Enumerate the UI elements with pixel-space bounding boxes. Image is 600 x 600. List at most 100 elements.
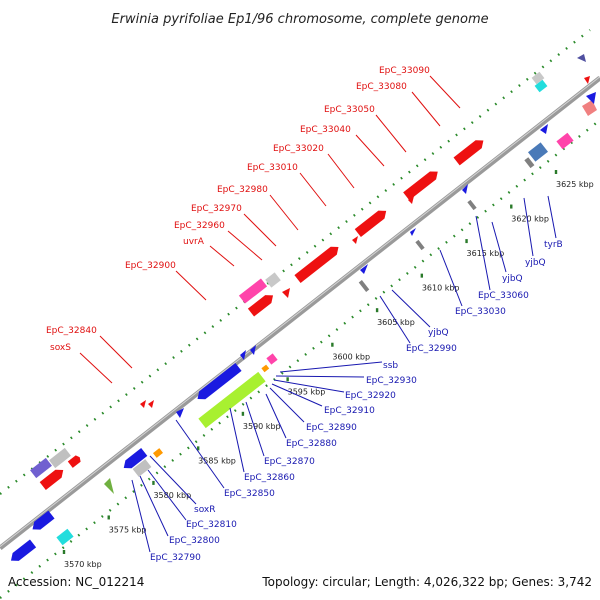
gene-trna-1 [153,448,163,458]
gene-label-rev: EpC_32860 [244,473,295,483]
gene-green-small [104,478,114,494]
leader-line-forward [429,75,461,109]
leader-line-reverse [439,249,463,307]
leader-line-reverse [523,197,534,257]
axis-tick-mark [241,411,245,416]
gene-pink-forward [238,278,268,304]
gene-label-rev: EpC_32910 [324,406,375,416]
gene-label-fwd: EpC_32960 [174,221,225,231]
gene-tiny-forward-6 [584,76,590,84]
axis-tick-mark [420,273,424,278]
axis-tick-label: 3585 kbp [198,456,236,465]
gene-label-fwd: EpC_33080 [356,82,407,92]
leader-line-reverse [271,383,323,407]
gene-label-rev: EpC_32870 [264,457,315,467]
gene-grey-forward-2 [49,447,71,469]
gene-label-rev: EpC_32920 [345,391,396,401]
axis-tick-mark [196,446,200,451]
gene-tiny-reverse-1 [410,228,416,236]
gene-label-rev: EpC_32890 [306,423,357,433]
axis-tick-mark [286,377,289,382]
gene-epc-32840 [123,448,148,469]
leader-line-reverse [269,387,305,423]
gene-tiny-reverse-4 [240,350,246,360]
axis-tick-mark [62,550,66,554]
gene-tiny-reverse-2 [360,264,368,274]
gene-uvra [294,246,339,283]
gene-features [10,54,597,561]
gene-label-fwd: EpC_33020 [273,144,324,154]
leader-line-forward [411,91,441,127]
leader-line-forward [227,230,263,261]
gene-label-rev: EpC_33030 [455,307,506,317]
axis-tick-label: 3595 kbp [288,387,326,396]
gene-label-fwd: EpC_33090 [379,66,430,76]
gene-reverse-left-1 [32,510,55,530]
gene-epc-33090 [453,140,484,166]
gene-pink-reverse [556,132,574,150]
leader-line-forward [299,172,327,207]
gene-grey-small-4 [524,157,535,169]
axis-tick-mark [331,342,334,347]
gene-label-fwd: soxS [50,343,71,353]
gene-label-rev: EpC_32930 [366,376,417,386]
gene-grey-forward [265,272,281,288]
leader-line-forward [243,213,277,247]
leader-line-reverse [245,401,265,457]
gene-rrna [198,371,266,429]
gene-label-rev: yjbQ [428,328,449,338]
label-leader-lines [79,75,557,553]
gene-pink-small [266,353,278,365]
accession-text: Accession: NC_012214 [8,575,144,589]
gene-tiny-reverse-6 [176,408,184,418]
axis-tick-mark [554,170,558,174]
gene-cyan-reverse [56,528,74,546]
gene-label-fwd: EpC_33040 [300,125,351,135]
forward-guide-line [0,29,591,495]
gene-tiny-reverse-5 [250,345,256,355]
leader-line-forward [175,270,207,301]
axis-tick-label: 3580 kbp [153,491,191,500]
map-title: Erwinia pyrifoliae Ep1/96 chromosome, co… [111,12,488,27]
gene-dark-forward [577,54,586,62]
axis-tick-mark [152,480,155,485]
backbone-highlight [0,76,600,547]
axis-tick-label: 3605 kbp [377,318,415,327]
leader-line-reverse [547,195,557,239]
gene-label-rev: yjbQ [525,258,546,268]
gene-label-fwd: EpC_32980 [217,185,268,195]
leader-line-reverse [229,407,245,473]
leader-line-reverse [491,221,507,273]
axis-tick-label: 3620 kbp [511,215,549,224]
gene-grey-top [531,71,545,85]
gene-label-rev: EpC_32990 [406,344,457,354]
gene-label-rev: EpC_32880 [286,439,337,449]
gene-label-rev: EpC_32790 [150,553,201,563]
gene-label-rev: yjbQ [502,274,523,284]
gene-epc-32900 [247,295,274,317]
chromosome-backbone [0,76,600,550]
gene-soxs [39,469,64,490]
forward-gene-labels: EpC_33090 EpC_33080 EpC_33050 EpC_33040 … [46,66,430,353]
gene-grey-small-3 [467,199,477,211]
reverse-guide-line [0,119,600,599]
leader-line-forward [375,114,407,153]
leader-line-forward [79,352,113,384]
kbp-ticks: 3570 kbp 3575 kbp 3580 kbp 3585 kbp 3590 kbp… [62,170,594,569]
axis-tick-label: 3610 kbp [422,284,460,293]
gene-grey-reverse [132,459,152,477]
leader-line-reverse [273,379,345,393]
gene-label-fwd: EpC_33050 [324,105,375,115]
gene-label-rev: EpC_33060 [478,291,529,301]
gene-label-rev: EpC_32800 [169,536,220,546]
leader-line-forward [269,194,299,231]
gene-label-fwd: EpC_32970 [191,204,242,214]
gene-tiny-reverse-7 [540,124,548,134]
leader-line-reverse [149,455,197,505]
gene-tiny-forward-2 [352,236,358,244]
gene-tiny-reverse-8 [586,92,596,104]
axis-tick-label: 3615 kbp [467,249,505,258]
gene-tiny-reverse-3 [462,184,468,194]
